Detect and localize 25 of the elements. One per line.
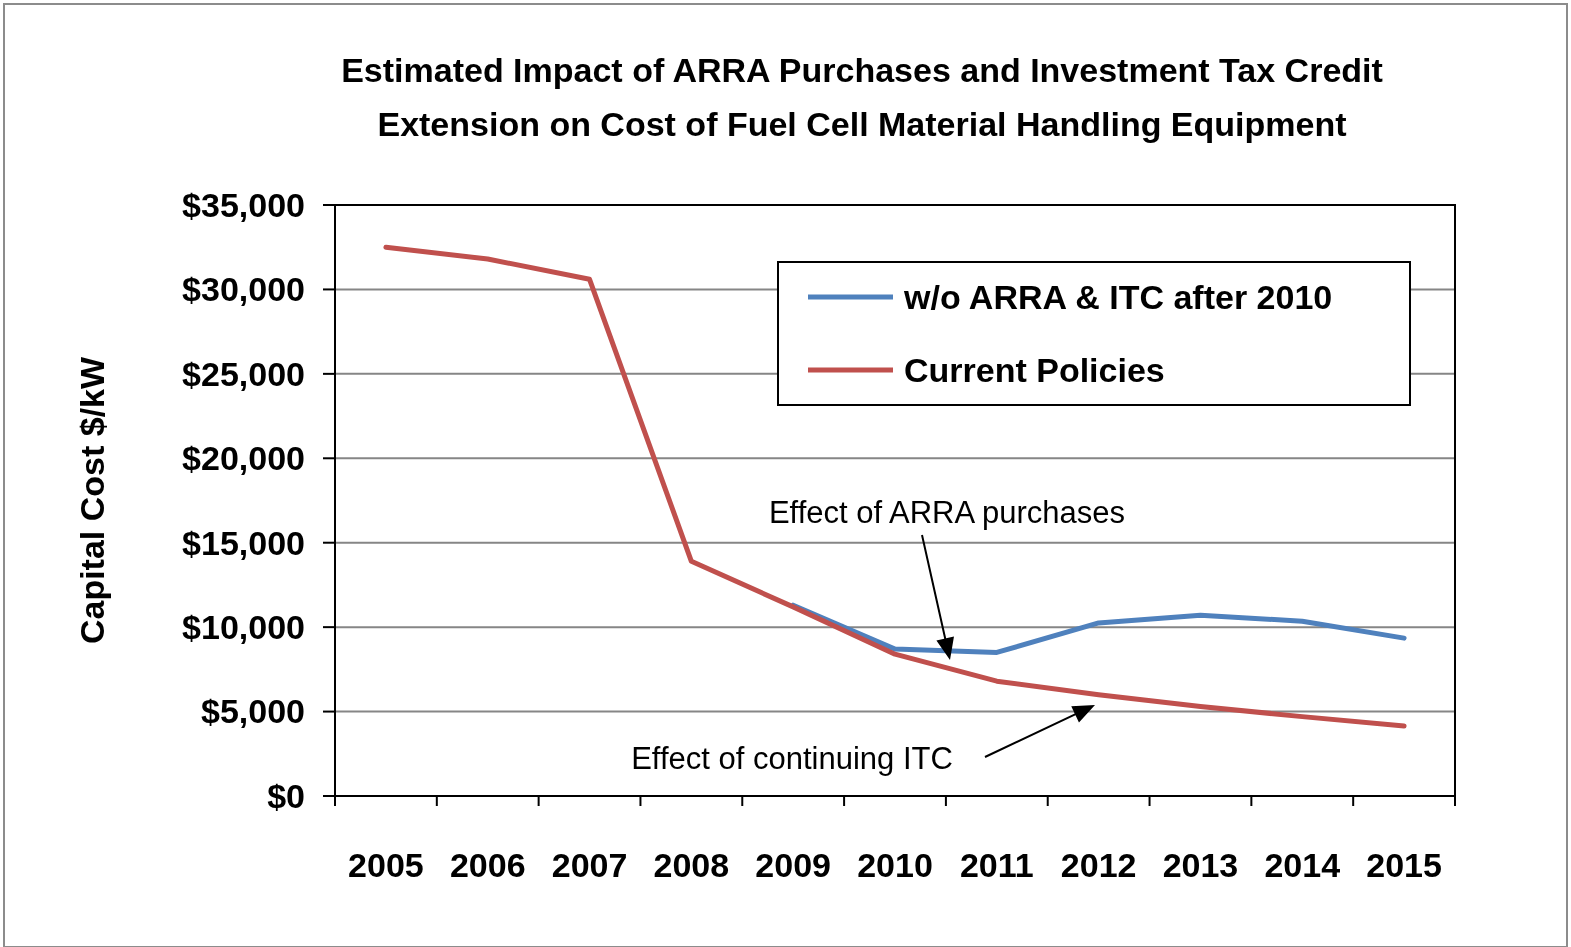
- y-tick-label: $0: [267, 776, 305, 815]
- y-tick-label: $30,000: [182, 270, 305, 309]
- legend-label: Current Policies: [904, 350, 1165, 389]
- legend-label: w/o ARRA & ITC after 2010: [903, 277, 1333, 316]
- x-tick-label: 2007: [551, 846, 628, 884]
- x-tick-label: 2011: [959, 846, 1034, 884]
- x-tick-label: 2014: [1264, 846, 1341, 884]
- x-tick-label: 2012: [1060, 846, 1137, 884]
- x-tick-label: 2008: [653, 846, 730, 884]
- y-tick-label: $10,000: [182, 608, 305, 647]
- x-tick-label: 2015: [1366, 846, 1442, 884]
- x-tick-label: 2006: [449, 846, 526, 884]
- y-tick-label: $35,000: [182, 185, 305, 224]
- chart-title: Estimated Impact of ARRA Purchases and Investment Tax Credit Extension on Cost of Fuel Cell Material Handling Equipment: [341, 51, 1383, 143]
- y-tick-label: $25,000: [182, 354, 305, 393]
- y-tick-label: $20,000: [182, 439, 305, 478]
- x-tick-label: 2005: [348, 846, 424, 884]
- x-tick-label: 2010: [857, 846, 933, 884]
- x-tick-label: 2013: [1162, 846, 1239, 884]
- y-tick-label: $15,000: [182, 523, 305, 562]
- x-tick-label: 2009: [755, 846, 831, 884]
- y-axis-title: Capital Cost $/kW: [73, 356, 111, 645]
- annotation: Effect of continuing ITC: [631, 741, 953, 776]
- annotation: Effect of ARRA purchases: [768, 495, 1126, 530]
- y-tick-label: $5,000: [201, 692, 305, 731]
